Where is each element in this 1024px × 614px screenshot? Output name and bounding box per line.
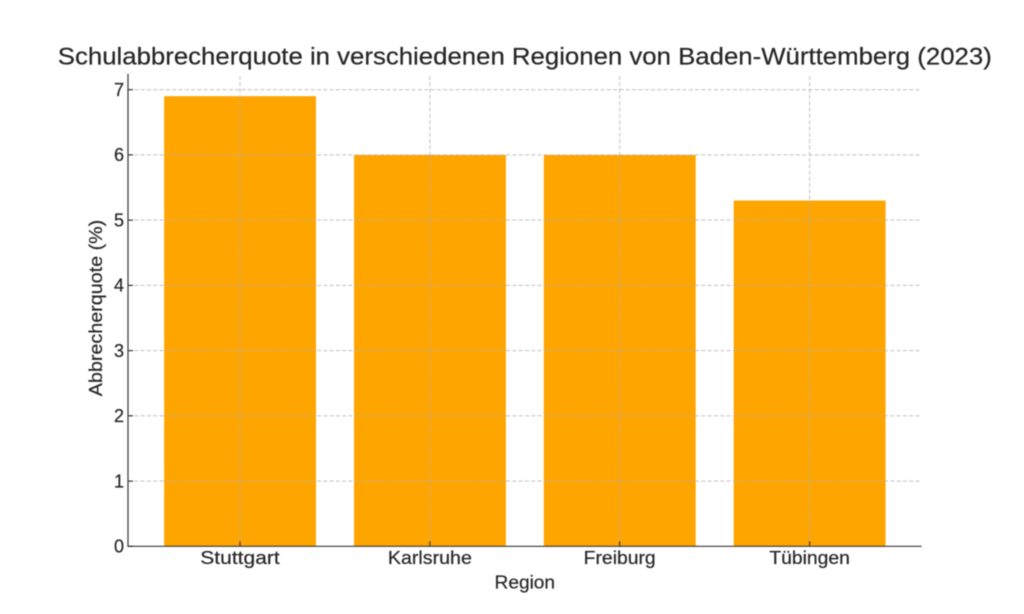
svg-text:7: 7	[114, 80, 124, 100]
svg-text:Region: Region	[495, 572, 556, 592]
svg-text:Abbrecherquote (%): Abbrecherquote (%)	[86, 220, 106, 397]
svg-text:2: 2	[114, 406, 124, 426]
svg-text:1: 1	[114, 471, 124, 491]
svg-text:4: 4	[114, 276, 124, 296]
svg-text:Karlsruhe: Karlsruhe	[388, 548, 472, 568]
svg-text:Tübingen: Tübingen	[769, 548, 850, 568]
svg-text:Freiburg: Freiburg	[584, 548, 656, 568]
svg-text:5: 5	[114, 210, 124, 230]
svg-text:Stuttgart: Stuttgart	[200, 548, 280, 568]
svg-text:6: 6	[114, 145, 124, 165]
svg-text:0: 0	[114, 537, 124, 557]
svg-text:Schulabbrecherquote in verschi: Schulabbrecherquote in verschiedenen Reg…	[58, 44, 992, 71]
svg-text:3: 3	[114, 341, 124, 361]
